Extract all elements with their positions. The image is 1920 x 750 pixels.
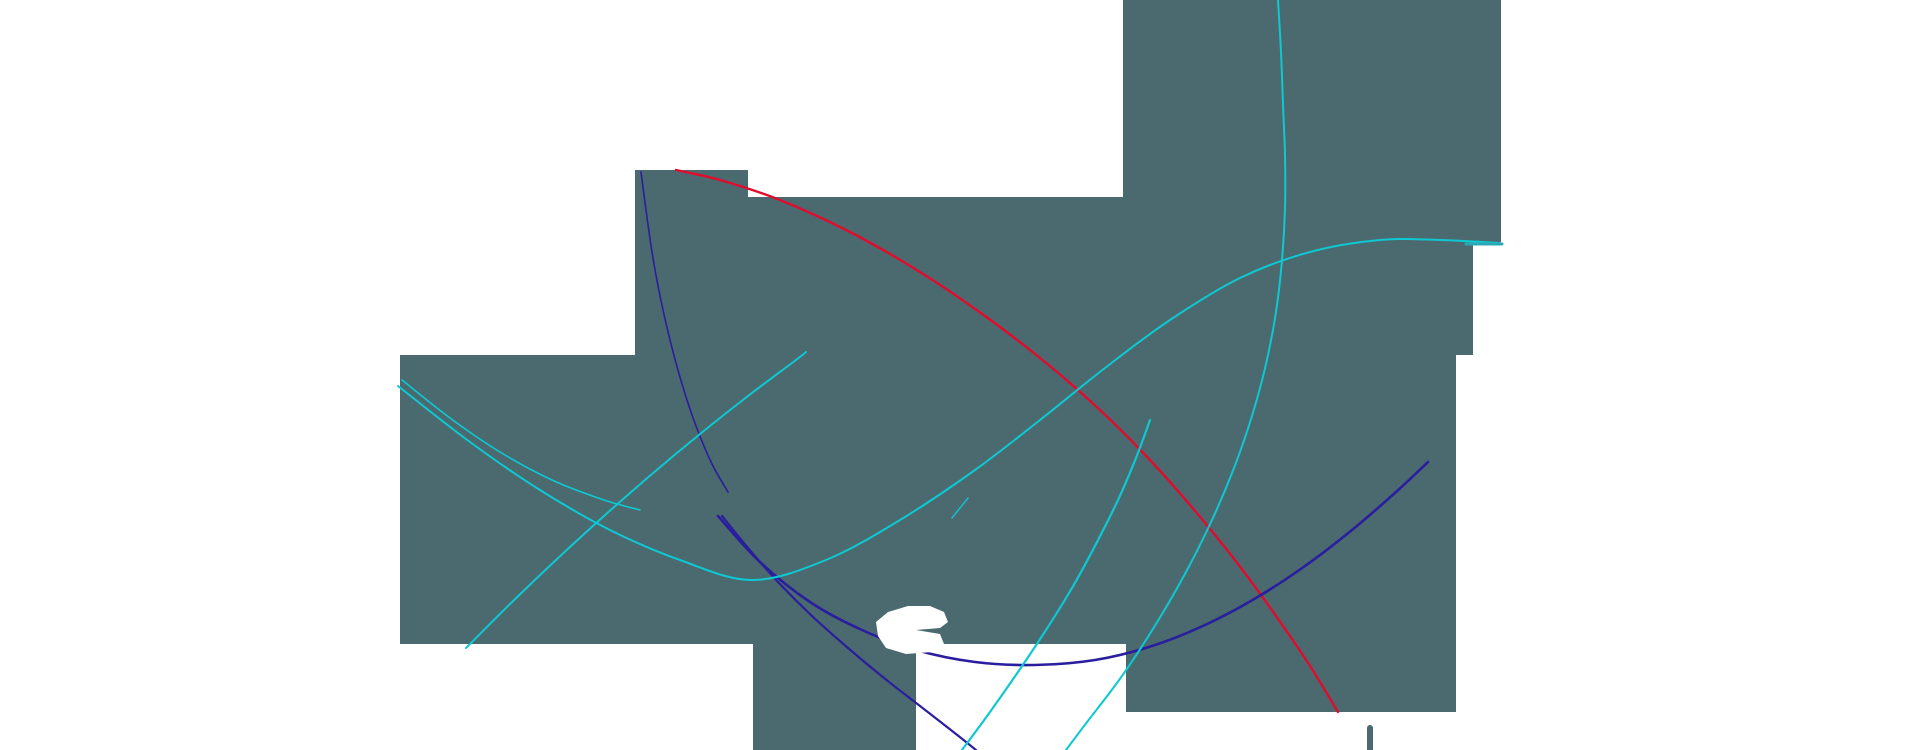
trace-crimson <box>674 168 1340 714</box>
trace-lines-layer <box>397 0 1504 750</box>
data-gap-blob <box>876 606 948 654</box>
trace-cyan-rising <box>960 418 1152 750</box>
coverage-regions-layer <box>400 0 1501 750</box>
trace-navy-upper <box>640 171 729 493</box>
trace-navy-lower <box>716 460 1430 667</box>
trace-cyan-arc-top <box>397 237 1501 581</box>
coverage-region <box>400 0 1501 750</box>
trace-fragment-center <box>951 497 969 519</box>
trace-cyan-diagonal <box>401 379 641 511</box>
data-gaps-layer <box>876 606 948 654</box>
trace-cyan-lower-diagonal <box>465 351 807 649</box>
trace-cyan-vertical <box>1065 0 1287 750</box>
trace-navy-descending <box>720 514 978 750</box>
